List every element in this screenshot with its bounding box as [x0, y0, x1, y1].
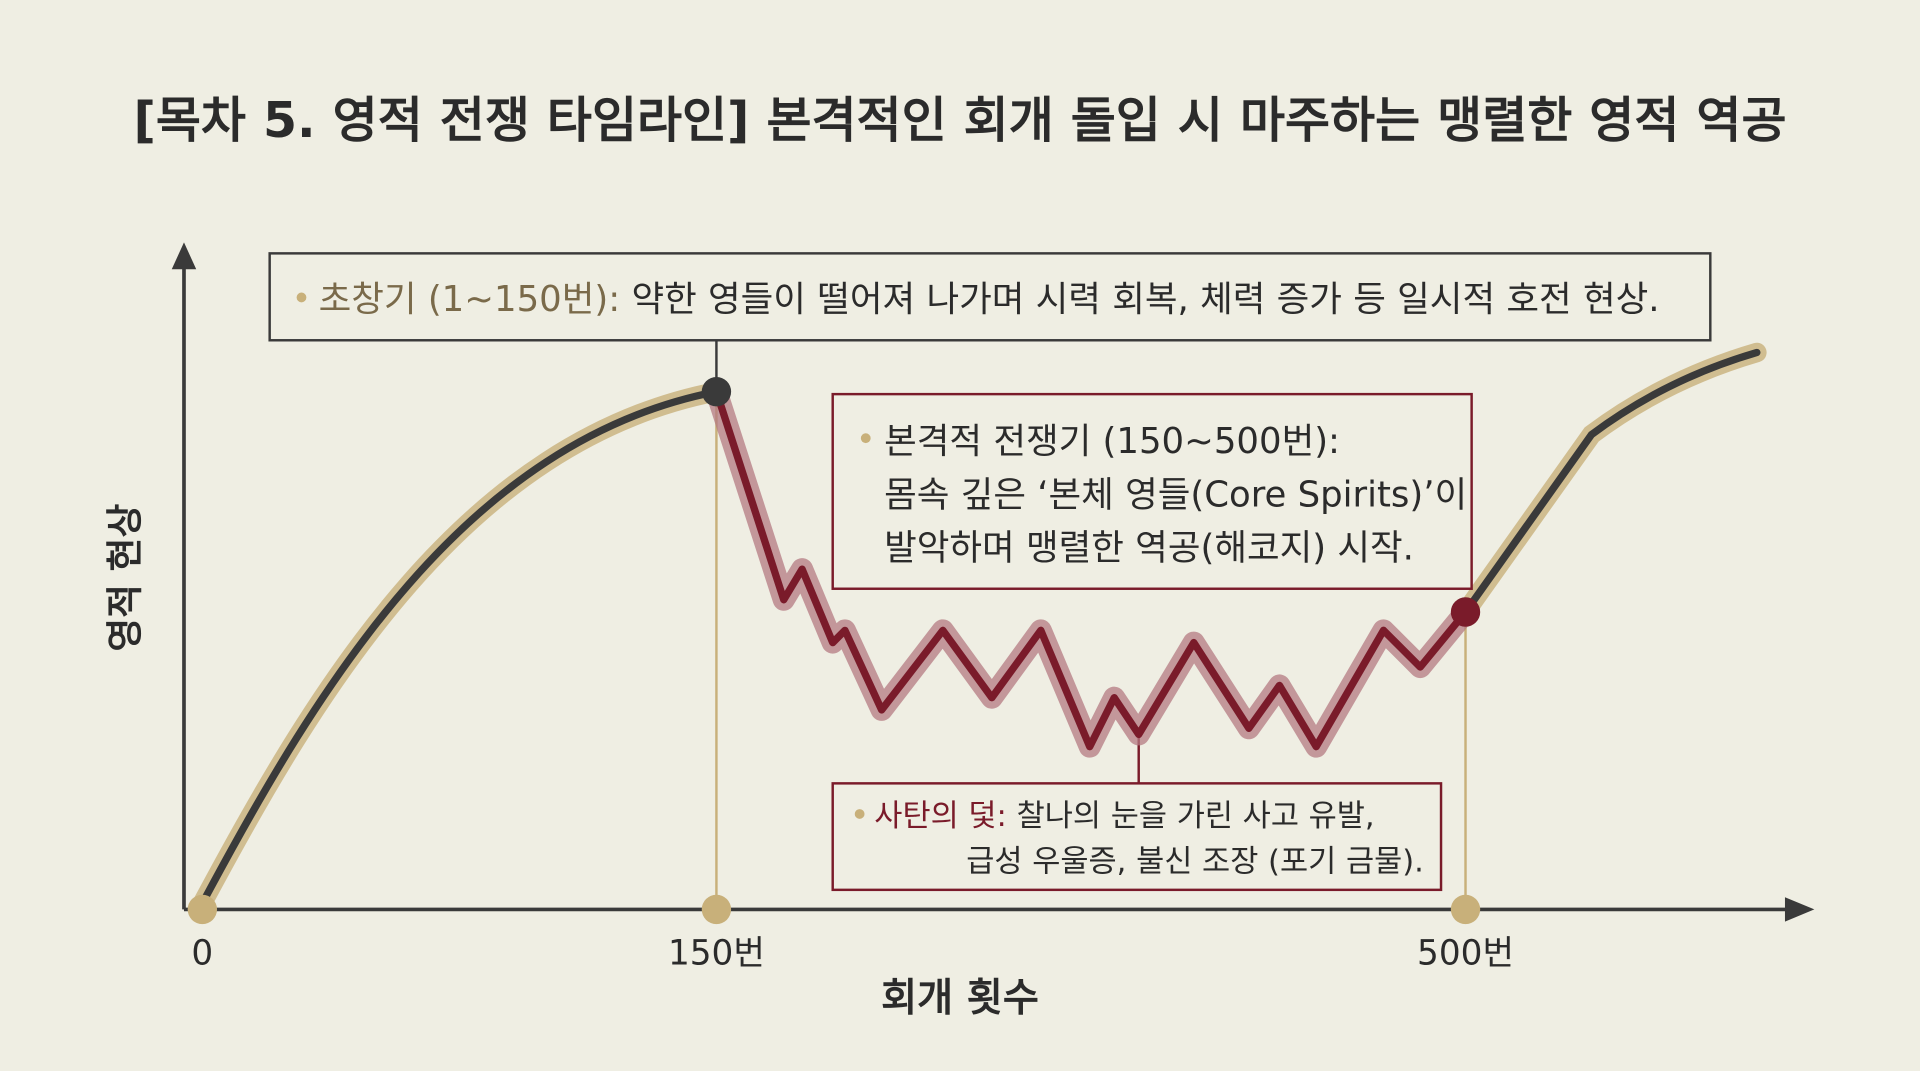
bullet [860, 433, 871, 444]
tick-dot [187, 894, 218, 925]
y-axis-label: 영적 현상 [103, 504, 146, 652]
annotation-box [268, 252, 1712, 342]
bullet [854, 809, 865, 819]
annotation-box [831, 392, 1473, 590]
annotation-box [831, 782, 1443, 892]
tick-dot [1450, 894, 1481, 925]
annotation-text: 사탄의 덫: 찰나의 눈을 가린 사고 유발, [874, 799, 1374, 834]
y-axis-arrow [171, 242, 197, 270]
x-axis-arrow [1784, 897, 1815, 922]
curve-early [198, 388, 721, 907]
annotation-text: 급성 우울증, 불신 조장 (포기 금물). [966, 844, 1424, 879]
annotation-text: 초창기 (1~150번): 약한 영들이 떨어져 나가며 시력 회복, 체력 증… [319, 279, 1660, 320]
curve-late [1461, 348, 1761, 616]
annotation-label: 본격적 전쟁기 (150~500번): [884, 421, 1340, 462]
point [701, 376, 732, 407]
point [1450, 597, 1481, 627]
tick-dot [701, 894, 732, 925]
annotation-text: 몸속 깊은 ‘본체 영들(Core Spirits)’이 [884, 475, 1467, 516]
annotation-text: 발악하며 맹렬한 역공(해코지) 시작. [884, 527, 1414, 568]
bullet [296, 292, 307, 303]
x-tick-label: 150번 [668, 934, 765, 974]
title: [목차 5. 영적 전쟁 타임라인] 본격적인 회개 돌입 시 마주하는 맹렬한… [133, 92, 1786, 149]
x-tick-label: 0 [191, 934, 213, 974]
x-tick-label: 500번 [1417, 934, 1514, 974]
curve-war [712, 390, 1469, 751]
x-axis-label: 회개 횟수 [881, 976, 1039, 1021]
